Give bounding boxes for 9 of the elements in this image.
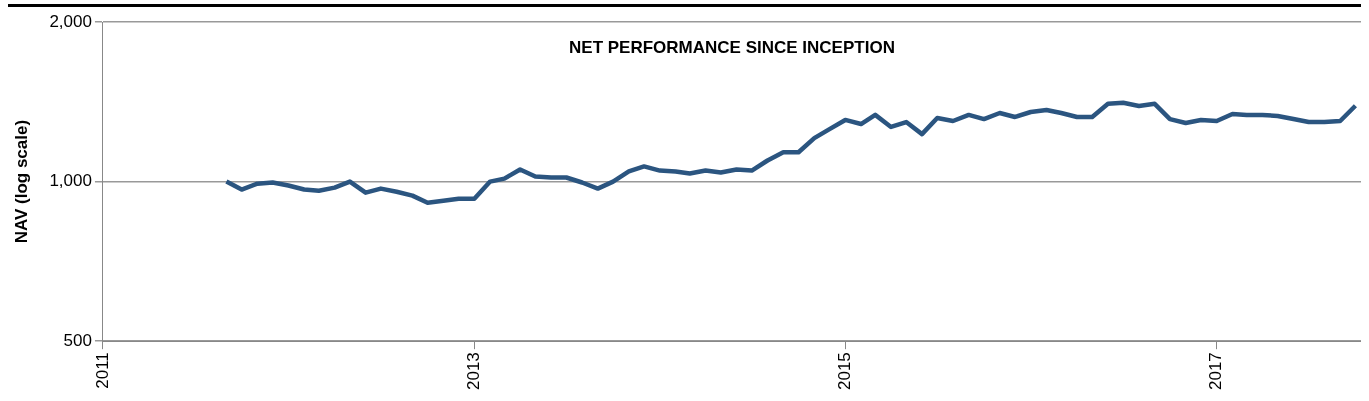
y-tick-label: 500 <box>63 330 92 350</box>
x-tick-label: 2011 <box>92 352 112 389</box>
x-tick-label: 2013 <box>464 352 484 391</box>
text: NET PERFORMANCE SINCE INCEPTION <box>569 37 895 57</box>
y-axis-title: NAV (log scale) <box>11 119 31 244</box>
y-tick-label: 2,000 <box>49 11 92 31</box>
x-tick-label: 2015 <box>834 352 854 391</box>
y-tick-label: 1,000 <box>49 171 92 191</box>
x-tick-label: 2017 <box>1206 352 1226 391</box>
